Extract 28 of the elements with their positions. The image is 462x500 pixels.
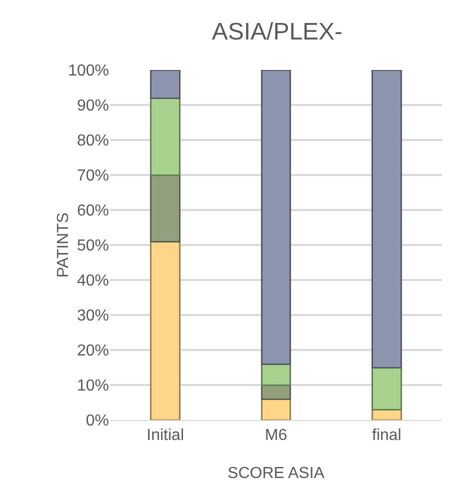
x-axis-title: SCORE ASIA [228,465,325,482]
y-tick-label: 100% [68,62,109,80]
y-tick-label: 80% [76,132,109,150]
bar [260,384,292,400]
y-tick-label: 30% [76,308,109,325]
y-tick-label: 70% [76,168,109,185]
bar [150,240,180,420]
y-tick-label: 10% [76,378,109,395]
y-tick-label: 20% [76,342,109,360]
bar [150,70,180,99]
bar [150,174,180,242]
chart-title: ASIA/PLEX- [212,18,343,46]
y-tick-label: 50% [76,238,109,255]
x-tick-label: Initial [146,427,184,444]
bar [260,363,292,386]
bar [150,97,180,176]
y-axis-title: PATINTS [55,212,72,278]
bar [372,366,402,410]
y-tick-label: 0% [86,412,109,430]
x-tick-label: final [372,427,402,444]
y-tick-label: 40% [76,272,109,290]
y-tick-label: 90% [76,98,109,115]
bar [372,408,402,420]
bar [260,398,292,420]
bar [372,70,402,368]
x-tick-label: M6 [264,427,288,444]
bar [260,70,292,365]
y-tick-label: 60% [76,202,109,220]
